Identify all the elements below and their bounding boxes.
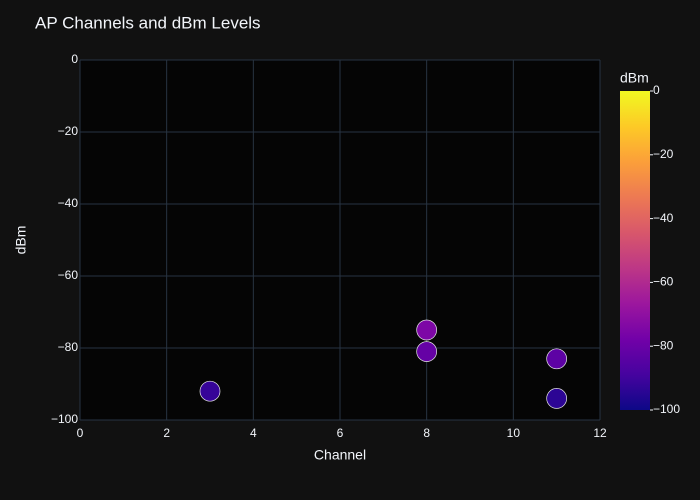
point: [546, 388, 568, 409]
point: [416, 319, 438, 341]
y-axis-label: dBm: [13, 226, 29, 255]
x-tick-label: 0: [77, 426, 84, 440]
colorbar: [620, 91, 650, 410]
x-tick-label: 6: [337, 426, 344, 440]
y-tick-label: −60: [58, 268, 79, 282]
colorbar-tick-label: 0: [653, 83, 660, 97]
colorbar-tick-label: −20: [653, 147, 674, 161]
y-tick-label: 0: [71, 52, 78, 66]
point: [199, 380, 221, 402]
y-tick-label: −40: [58, 196, 79, 210]
x-tick-label: 4: [250, 426, 257, 440]
point: [546, 348, 568, 370]
point: [416, 341, 438, 362]
chart-title: AP Channels and dBm Levels: [35, 13, 261, 32]
colorbar-tick-label: −60: [653, 275, 674, 289]
colorbar-tick-label: −100: [653, 402, 680, 416]
y-tick-label: −100: [51, 412, 78, 426]
x-axis-label: Channel: [314, 447, 366, 463]
colorbar-tick-label: −40: [653, 211, 674, 225]
y-tick-label: −80: [58, 340, 79, 354]
x-tick-label: 2: [163, 426, 170, 440]
x-tick-label: 10: [507, 426, 521, 440]
colorbar-tick-label: −80: [653, 338, 674, 352]
colorbar-title: dBm: [620, 70, 649, 86]
y-tick-label: −20: [58, 124, 79, 138]
x-tick-label: 12: [593, 426, 607, 440]
x-tick-label: 8: [423, 426, 430, 440]
